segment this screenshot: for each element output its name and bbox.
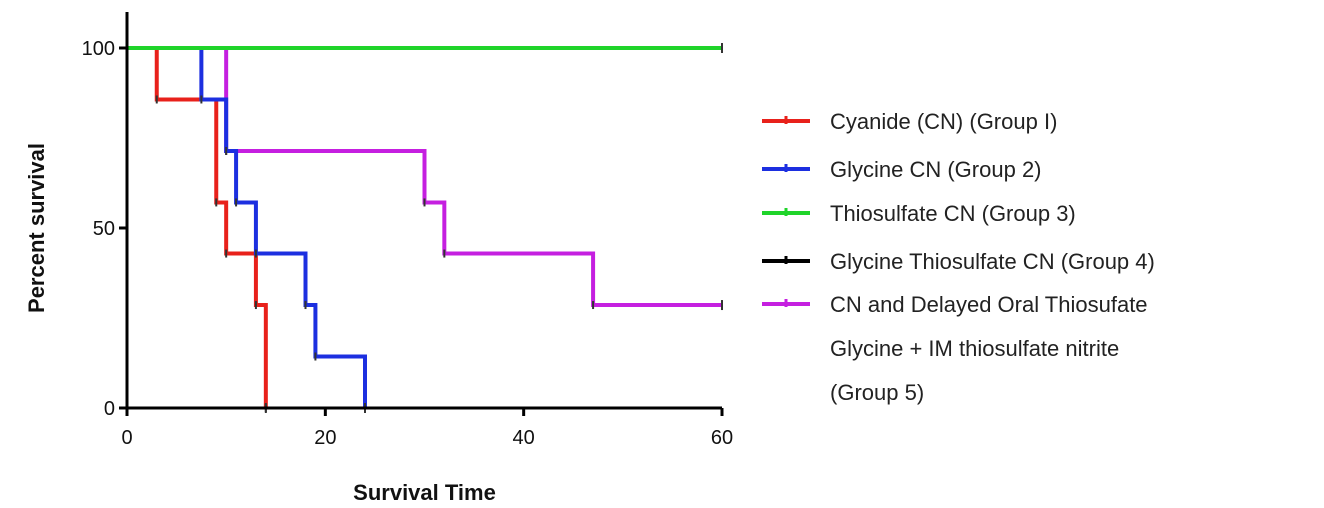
legend-label: Glycine Thiosulfate CN (Group 4) [830, 249, 1155, 274]
x-tick-label: 20 [314, 427, 336, 449]
y-tick-label: 100 [82, 38, 115, 60]
y-tick-label: 50 [93, 218, 115, 240]
legend-label: Cyanide (CN) (Group I) [830, 109, 1057, 134]
y-tick-label: 0 [104, 398, 115, 420]
axes-group [125, 12, 722, 410]
legend-label-line: (Group 5) [830, 380, 924, 405]
plot-series-group [127, 43, 723, 413]
legend-label: Glycine CN (Group 2) [830, 157, 1042, 182]
x-tick-label: 0 [121, 427, 132, 449]
x-tick-label: 40 [513, 427, 535, 449]
legend-label-line: CN and Delayed Oral Thiosufate [830, 292, 1148, 317]
legend: Cyanide (CN) (Group I) Glycine CN (Group … [762, 109, 1155, 405]
ticks-group: 0 50 100 0 20 40 60 [82, 38, 734, 449]
x-axis-title: Survival Time [353, 480, 496, 505]
legend-label: Thiosulfate CN (Group 3) [830, 201, 1076, 226]
legend-label-line: Glycine + IM thiosulfate nitrite [830, 336, 1119, 361]
x-tick-label: 60 [711, 427, 733, 449]
series-line-group-1 [127, 46, 268, 408]
series-line-group-2 [127, 46, 367, 408]
y-axis-title: Percent survival [24, 143, 49, 313]
